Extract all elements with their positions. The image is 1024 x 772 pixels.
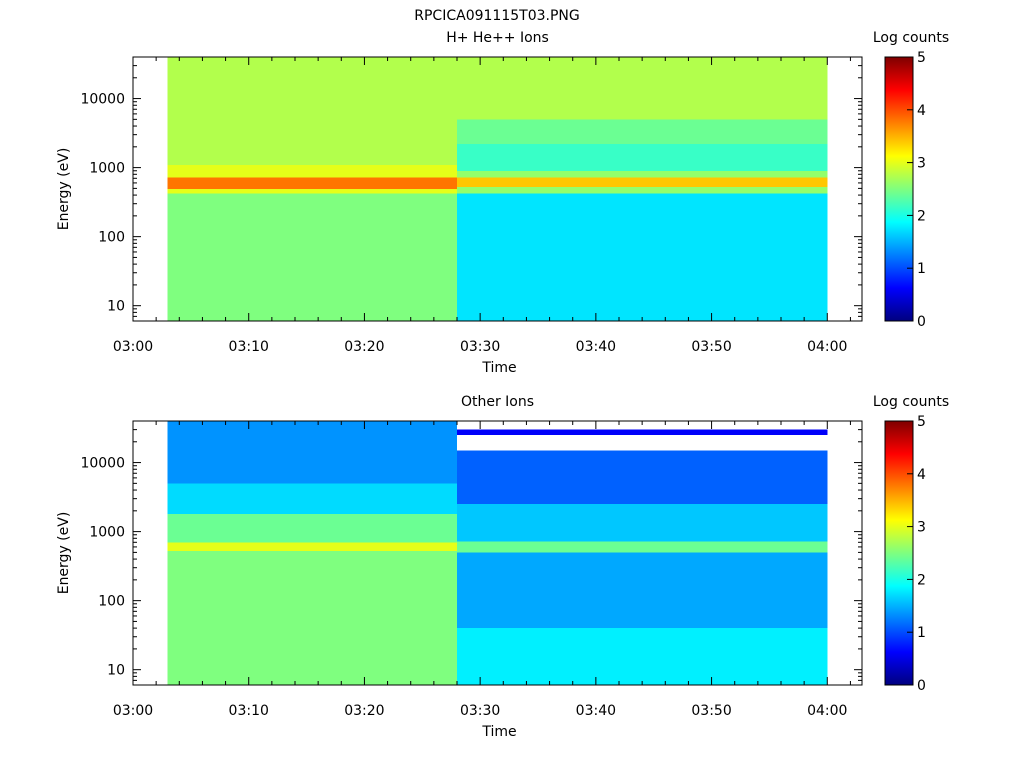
- colorbar-tick-label: 0: [917, 314, 926, 330]
- y-tick-label: 1000: [89, 525, 125, 541]
- panel-title: H+ He++ Ions: [446, 30, 549, 46]
- x-tick-label: 03:40: [576, 703, 616, 719]
- heatmap-cell: [167, 193, 457, 321]
- y-axis-label: Energy (eV): [56, 148, 72, 231]
- colorbar-tick-label: 2: [917, 572, 926, 588]
- heatmap-cell: [167, 164, 457, 178]
- x-tick-label: 03:40: [576, 339, 616, 355]
- x-tick-label: 03:30: [460, 339, 500, 355]
- colorbar-tick-label: 4: [917, 103, 926, 119]
- colorbar-tick-label: 3: [917, 156, 926, 172]
- plot-frame: [132, 56, 863, 322]
- heatmap-cell: [457, 193, 828, 321]
- colorbar-label: Log counts: [873, 394, 949, 410]
- x-tick-label: 03:10: [229, 339, 269, 355]
- colorbar-tick-label: 1: [917, 625, 926, 641]
- heatmap-cell: [167, 542, 457, 552]
- x-tick-label: 03:30: [460, 703, 500, 719]
- heatmap-cell: [457, 170, 828, 178]
- x-tick-label: 03:20: [344, 339, 384, 355]
- x-tick-label: 03:10: [229, 703, 269, 719]
- heatmap-cell: [457, 57, 828, 120]
- y-tick-label: 1000: [89, 161, 125, 177]
- y-tick-label: 100: [98, 230, 125, 246]
- heatmap-cell: [457, 450, 828, 505]
- colorbar-tick-label: 5: [917, 50, 926, 66]
- x-tick-label: 03:00: [113, 339, 153, 355]
- colorbar-tick-label: 0: [917, 678, 926, 694]
- heatmap-cell: [457, 177, 828, 188]
- heatmap-cell: [167, 483, 457, 514]
- x-axis-label: Time: [481, 724, 516, 740]
- heatmap-cell: [167, 513, 457, 543]
- colorbar-tick-label: 3: [917, 520, 926, 536]
- y-tick-label: 10: [107, 299, 125, 315]
- x-tick-label: 03:20: [344, 703, 384, 719]
- colorbar-tick-label: 5: [917, 414, 926, 430]
- y-tick-label: 10: [107, 663, 125, 679]
- y-tick-label: 100: [98, 594, 125, 610]
- heatmap-cell: [167, 177, 457, 189]
- figure-title: RPCICA091115T03.PNG: [414, 8, 579, 24]
- heatmap-cell: [457, 119, 828, 144]
- plot-frame: [132, 420, 863, 686]
- panel-title: Other Ions: [461, 394, 534, 410]
- colorbar: [884, 420, 914, 686]
- heatmap-cell: [457, 187, 828, 194]
- heatmap-cell: [457, 143, 828, 171]
- heatmap-cell: [457, 628, 828, 685]
- heatmap-cell: [457, 504, 828, 542]
- colorbar-tick-label: 4: [917, 467, 926, 483]
- heatmap-cell: [167, 188, 457, 194]
- heatmap-cell: [167, 57, 457, 165]
- y-tick-label: 10000: [80, 456, 125, 472]
- heatmap-cell: [457, 541, 828, 553]
- heatmap-cell: [167, 421, 457, 484]
- heatmap-cell: [457, 552, 828, 629]
- heatmap-cell: [457, 429, 828, 436]
- y-axis-label: Energy (eV): [56, 512, 72, 595]
- y-tick-label: 10000: [80, 92, 125, 108]
- x-tick-label: 03:00: [113, 703, 153, 719]
- x-axis-label: Time: [481, 360, 516, 376]
- x-tick-label: 03:50: [691, 703, 731, 719]
- x-tick-label: 03:50: [691, 339, 731, 355]
- colorbar-tick-label: 1: [917, 261, 926, 277]
- colorbar: [884, 56, 914, 322]
- colorbar-tick-label: 2: [917, 208, 926, 224]
- colorbar-label: Log counts: [873, 30, 949, 46]
- x-tick-label: 04:00: [807, 703, 847, 719]
- heatmap-cell: [167, 551, 457, 685]
- x-tick-label: 04:00: [807, 339, 847, 355]
